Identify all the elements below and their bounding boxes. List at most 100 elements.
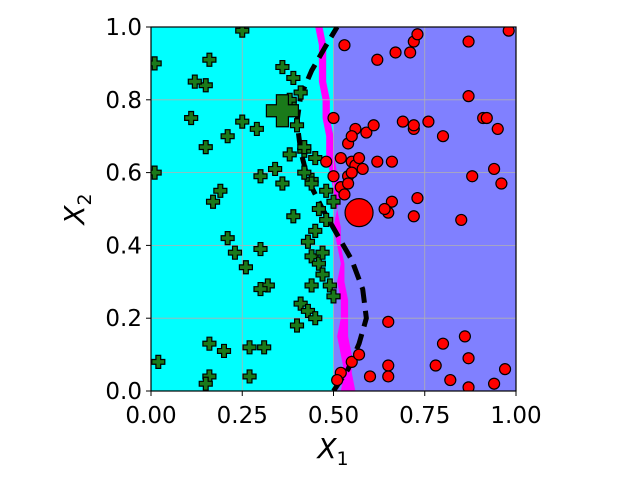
class1-point xyxy=(407,210,420,223)
class1-point xyxy=(462,90,475,103)
class1-point xyxy=(338,188,351,201)
class1-point xyxy=(382,370,395,383)
class0-point xyxy=(289,118,305,133)
class0-point xyxy=(282,147,297,162)
class1-point xyxy=(360,126,373,139)
class1-point xyxy=(389,46,402,59)
tick-labels: 0.00 0.25 0.50 0.75 1.00 0.0 0.2 0.4 0.6 0.8 1.0 xyxy=(105,15,541,429)
class1-point xyxy=(488,162,501,176)
class0-point xyxy=(300,234,316,249)
class1-point xyxy=(352,151,366,165)
class1-point xyxy=(342,177,355,190)
class0-point xyxy=(187,74,202,89)
class1-point xyxy=(404,46,417,59)
class0-point xyxy=(308,311,323,326)
class0-point xyxy=(304,278,319,293)
class1-point xyxy=(466,170,479,183)
class0-point xyxy=(220,129,235,144)
class0-point xyxy=(235,27,250,38)
class1-point xyxy=(411,191,424,205)
class0-point xyxy=(242,340,257,355)
class0-point xyxy=(326,289,341,304)
class0-point xyxy=(275,176,290,191)
class1-point xyxy=(411,28,424,41)
y-tick-label: 0.8 xyxy=(105,88,142,114)
class1-point xyxy=(495,177,508,190)
class1-point xyxy=(480,111,493,125)
x-tick-label: 1.00 xyxy=(490,403,541,429)
class1-point xyxy=(436,130,450,143)
y-tick-label: 0.6 xyxy=(105,161,142,187)
class1-point xyxy=(444,373,457,387)
class1-point xyxy=(498,363,512,376)
x-axis-label: X1 xyxy=(315,432,348,470)
class1-point xyxy=(371,155,384,168)
class0-point xyxy=(198,376,213,391)
class1-point xyxy=(338,39,351,52)
class1-point xyxy=(356,162,369,176)
x-tick-label: 0.75 xyxy=(399,403,450,429)
class1-point xyxy=(422,115,435,128)
x-tick-label: 0.25 xyxy=(217,403,268,429)
class1-point xyxy=(367,119,380,132)
data-points xyxy=(151,27,515,391)
class1-point xyxy=(320,155,333,168)
class0-point xyxy=(268,161,283,177)
class0-point xyxy=(311,201,326,217)
y-tick-label: 1.0 xyxy=(105,15,142,41)
class1-point xyxy=(458,330,471,343)
class0-point xyxy=(326,194,341,209)
class1-point xyxy=(327,170,340,183)
class0-point xyxy=(253,241,268,257)
class1-point xyxy=(429,359,442,372)
class0-point xyxy=(253,281,268,297)
class0-point xyxy=(289,318,305,333)
class0-point xyxy=(308,223,323,238)
class0-point xyxy=(253,169,268,184)
overlap-region xyxy=(315,27,356,391)
class0-point xyxy=(213,183,228,198)
class0-point xyxy=(227,245,243,260)
class1-point xyxy=(352,348,366,361)
class0-point xyxy=(315,267,330,282)
class1-point xyxy=(382,359,395,372)
class0-point xyxy=(151,56,162,71)
class0-point xyxy=(202,52,217,67)
class1-point xyxy=(382,315,395,328)
class0-point xyxy=(238,260,253,275)
y-tick-label: 0.4 xyxy=(105,233,142,259)
class0-point xyxy=(205,194,221,209)
class1-point xyxy=(407,119,420,132)
class0-point xyxy=(216,343,232,359)
class0-point xyxy=(151,354,166,369)
class0-point xyxy=(319,212,334,228)
class0-point xyxy=(293,85,308,100)
class1-point xyxy=(491,122,504,136)
class0-point xyxy=(275,59,290,75)
class1-point xyxy=(334,151,347,165)
highlight-circle-point xyxy=(344,198,374,228)
y-axis-label: X2 xyxy=(58,193,96,226)
y-tick-label: 0.2 xyxy=(105,306,142,332)
class0-point xyxy=(286,209,301,224)
x-tick-label: 0.00 xyxy=(125,403,176,429)
class1-point xyxy=(327,111,340,125)
axes xyxy=(146,26,517,396)
class1-point xyxy=(345,166,358,179)
class1-point xyxy=(396,115,409,128)
highlight-plus-point xyxy=(265,94,299,128)
class1-point xyxy=(385,195,398,208)
class0-point xyxy=(151,165,162,180)
class1-point xyxy=(345,130,358,143)
class0-point xyxy=(315,245,330,260)
class1-point xyxy=(345,355,358,368)
class0-point xyxy=(202,336,217,351)
class0-point xyxy=(184,110,199,126)
class0-point xyxy=(257,340,272,355)
class1-point xyxy=(455,213,468,227)
class0-point xyxy=(297,140,312,155)
class1-point xyxy=(502,27,515,37)
class0-point xyxy=(235,114,250,129)
class1-point xyxy=(371,53,384,66)
